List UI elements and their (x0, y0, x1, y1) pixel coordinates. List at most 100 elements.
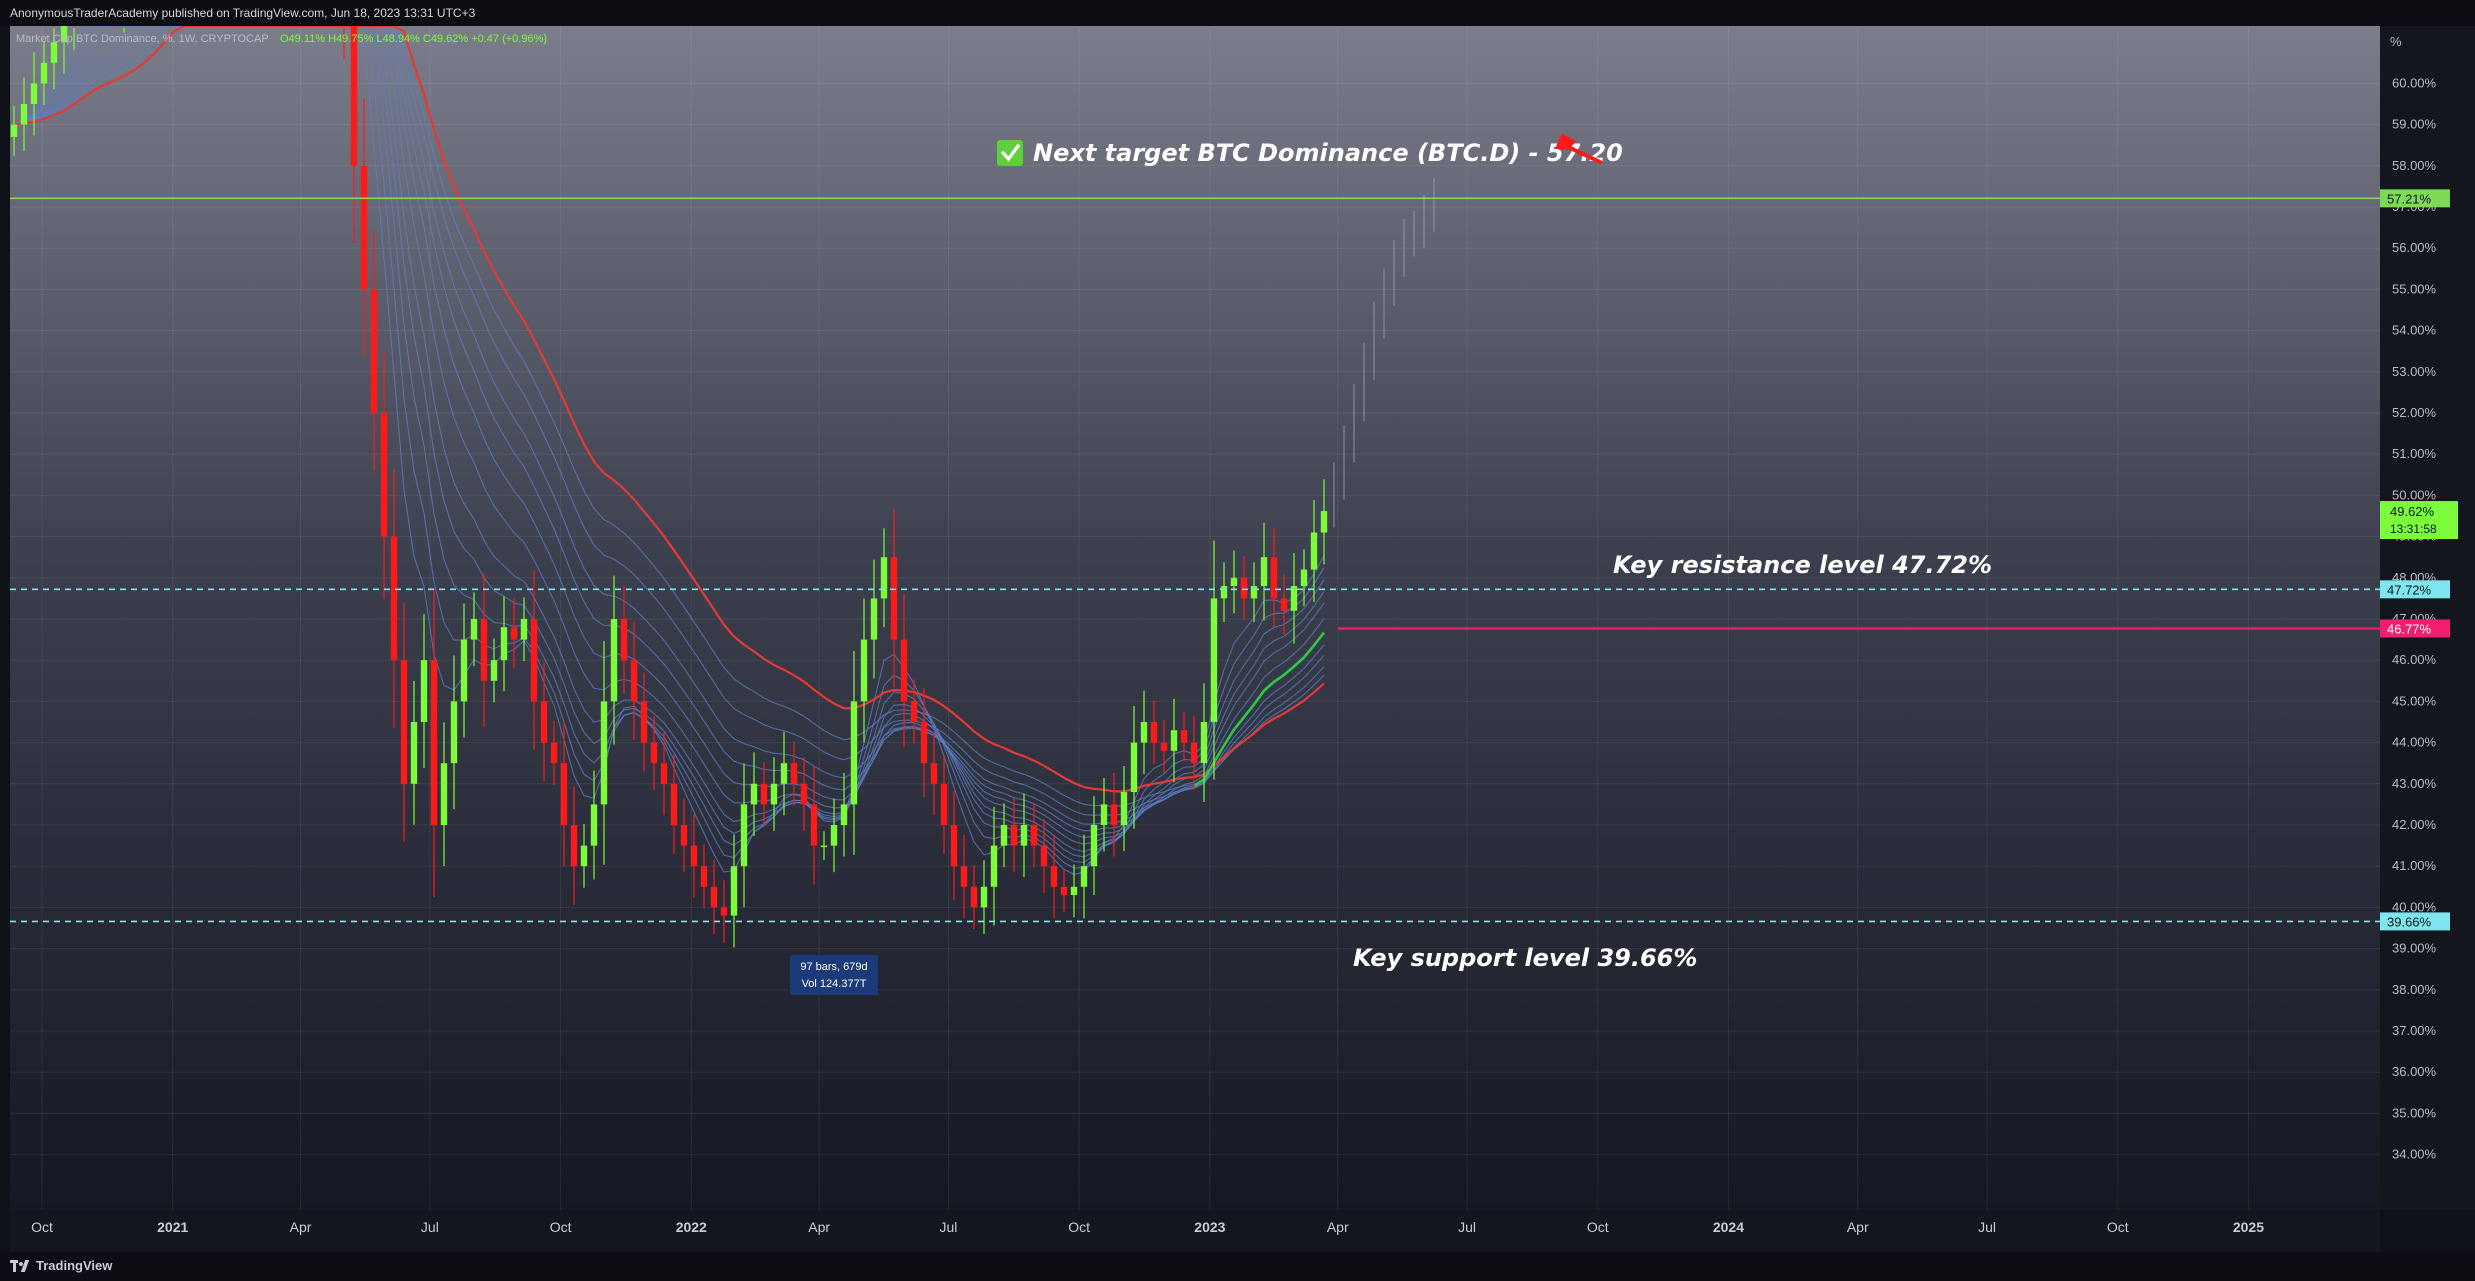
footer: TradingView (0, 1252, 2475, 1281)
grid (10, 26, 2380, 1210)
price-axis: 34.00% 35.00% 36.00% 37.00% 38.00% 39.00% 40.0… (2380, 75, 2458, 1162)
candle-body (600, 701, 608, 805)
candle-body (1170, 730, 1178, 751)
candle-body (610, 619, 618, 702)
candle-body (800, 783, 808, 805)
tradingview-brand: TradingView (10, 1258, 112, 1273)
candle-body (900, 639, 908, 702)
candle-body (1050, 866, 1058, 887)
candle-body (1180, 730, 1188, 743)
candle-body (920, 722, 928, 764)
candle-body (1250, 586, 1258, 599)
price-tick: 54.00% (2392, 323, 2437, 338)
candle-body (1190, 742, 1198, 764)
candle-body (660, 763, 668, 784)
price-tick: 35.00% (2392, 1105, 2437, 1120)
candle-body (750, 783, 758, 805)
ema-ribbon-line (13, 26, 1325, 845)
candle-body (510, 627, 518, 640)
publish-header: AnonymousTraderAcademy published on Trad… (0, 0, 2475, 26)
candle-body (930, 763, 938, 784)
candle-body (630, 660, 638, 702)
price-tick: 34.00% (2392, 1147, 2437, 1162)
candle-body (1220, 586, 1228, 599)
candle-body (360, 165, 368, 290)
candle-body (720, 907, 728, 916)
candle-body (650, 742, 658, 764)
candle-body (880, 557, 888, 599)
price-badge-label: 47.72% (2387, 582, 2432, 597)
price-tick: 36.00% (2392, 1064, 2437, 1079)
candle-body (1140, 722, 1148, 743)
candle-body (440, 763, 448, 825)
candle-body (460, 639, 468, 702)
time-tick: 2022 (676, 1219, 707, 1235)
candle-body (680, 825, 688, 846)
price-tick: 60.00% (2392, 75, 2437, 90)
price-badge-target (2380, 189, 2450, 208)
candle-body (950, 825, 958, 867)
time-tick: 2024 (1713, 1219, 1744, 1235)
time-tick: Jul (421, 1219, 439, 1235)
candle-body (850, 701, 858, 805)
time-tick: Apr (1847, 1219, 1869, 1235)
time-tick: Oct (550, 1219, 572, 1235)
candle-body (1070, 886, 1078, 896)
time-axis-background (10, 1210, 2380, 1252)
candle-body (40, 62, 48, 84)
time-axis: Oct 2021 Apr Jul Oct 2022 Apr Jul Oct 2023 Apr Jul O… (31, 1219, 2264, 1235)
candle-body (1150, 722, 1158, 743)
candle-body (50, 42, 58, 63)
candle-body (350, 26, 358, 166)
price-tick: 39.00% (2392, 941, 2437, 956)
candle-body (830, 825, 838, 846)
price-tick: 52.00% (2392, 405, 2437, 420)
measure-vol: Vol 124.377T (802, 978, 867, 990)
ema-ribbon-line (13, 26, 1325, 863)
candle-body (1030, 825, 1038, 846)
countdown-label: 13:31:58 (2390, 522, 2437, 536)
ema-ribbon-line (13, 26, 1325, 853)
candle-body (410, 722, 418, 784)
candle-body (390, 536, 398, 661)
candle-body (1120, 792, 1128, 825)
candle-body (1060, 886, 1068, 896)
candle-body (420, 660, 428, 722)
brand-name: TradingView (36, 1258, 113, 1273)
current-price-label: 49.62% (2390, 504, 2435, 519)
time-tick: Jul (1458, 1219, 1476, 1235)
time-tick: Apr (1327, 1219, 1349, 1235)
time-tick: Apr (290, 1219, 312, 1235)
candle-body (1210, 598, 1218, 722)
legend-symbol: Market Cap BTC Dominance, %, 1W, CRYPTOC… (16, 33, 269, 45)
candle-body (620, 619, 628, 661)
price-tick: 44.00% (2392, 735, 2437, 750)
candle-body (1020, 825, 1028, 846)
price-tick: 56.00% (2392, 240, 2437, 255)
candle-body (520, 619, 528, 640)
check-mark (1001, 144, 1020, 162)
price-tick: 42.00% (2392, 817, 2437, 832)
current-price-badge (2380, 501, 2458, 540)
candle-body (710, 886, 718, 908)
price-tick: 37.00% (2392, 1023, 2437, 1038)
candle-body (1240, 577, 1248, 599)
candle-body (550, 742, 558, 764)
candle-body (810, 804, 818, 846)
price-tick: 45.00% (2392, 693, 2437, 708)
measure-bars: 97 bars, 679d (800, 961, 867, 973)
time-tick: 2021 (157, 1219, 188, 1235)
candle-body (780, 763, 788, 784)
candle-body (400, 660, 408, 784)
candle-body (590, 804, 598, 846)
time-tick: Oct (31, 1219, 53, 1235)
candle-body (20, 104, 28, 125)
candle-body (570, 825, 578, 867)
price-chart[interactable]: 34.00% 35.00% 36.00% 37.00% 38.00% 39.00% 40.0… (0, 26, 2475, 1252)
time-tick: Oct (1068, 1219, 1090, 1235)
candle-body (840, 804, 848, 825)
price-tick: 40.00% (2392, 899, 2437, 914)
ema-ribbon-line (13, 26, 1325, 832)
candle-body (940, 783, 948, 825)
candle-body (1310, 532, 1318, 570)
